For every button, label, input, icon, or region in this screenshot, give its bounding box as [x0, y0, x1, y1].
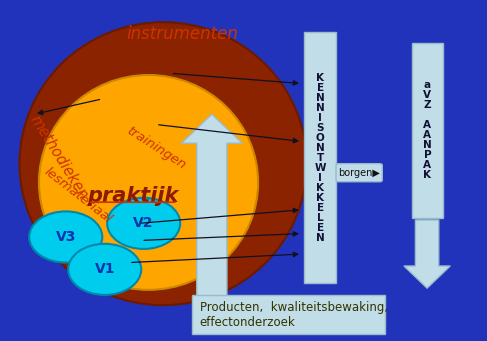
Circle shape — [107, 198, 180, 249]
Circle shape — [68, 244, 141, 295]
Text: methodieken: methodieken — [27, 113, 91, 203]
FancyBboxPatch shape — [412, 43, 443, 218]
Text: V3: V3 — [56, 230, 76, 244]
Text: a
V
Z
 
A
A
N
P
A
K: a V Z A A N P A K — [423, 80, 431, 180]
Ellipse shape — [39, 75, 258, 290]
Text: praktijk: praktijk — [88, 186, 179, 206]
Ellipse shape — [19, 22, 307, 305]
Circle shape — [29, 211, 102, 263]
FancyBboxPatch shape — [192, 295, 385, 334]
Text: Producten,  kwaliteitsbewaking,
effectonderzoek: Producten, kwaliteitsbewaking, effectond… — [200, 300, 388, 329]
FancyBboxPatch shape — [304, 32, 336, 283]
Polygon shape — [404, 220, 450, 288]
Text: V1: V1 — [94, 262, 115, 277]
Text: borgen▶: borgen▶ — [338, 168, 380, 178]
Text: instrumenten: instrumenten — [127, 25, 239, 43]
Text: V2: V2 — [133, 216, 154, 231]
FancyBboxPatch shape — [336, 164, 382, 182]
Text: lesmateriaal: lesmateriaal — [41, 165, 114, 226]
Text: K
E
N
N
I
S
O
N
T
W
I
K
K
E
L
E
N: K E N N I S O N T W I K K E L E N — [315, 73, 326, 243]
Polygon shape — [181, 114, 243, 319]
Text: trainingen: trainingen — [124, 124, 188, 172]
